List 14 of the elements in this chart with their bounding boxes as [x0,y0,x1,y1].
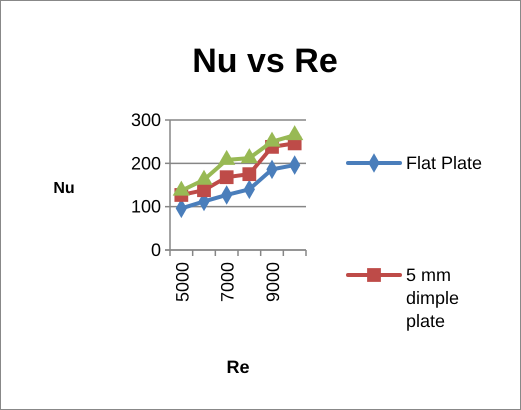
x-axis-title: Re [226,357,250,377]
y-tick-label: 0 [150,240,161,260]
y-tick-label: 200 [130,153,161,174]
x-tick-label: 5000 [172,262,192,302]
y-axis-title: Nu [53,180,75,197]
y-tick-label: 100 [130,196,161,217]
x-tick-label: 7000 [218,262,238,302]
point [220,170,234,184]
x-tick-label: 9000 [263,262,283,302]
y-tick-label: 300 [130,110,161,130]
chart-title: Nu vs Re [192,42,338,80]
legend-label: Flat Plate [406,153,482,173]
point [242,167,256,182]
legend-label: 5 mm dimple plate [406,265,460,331]
